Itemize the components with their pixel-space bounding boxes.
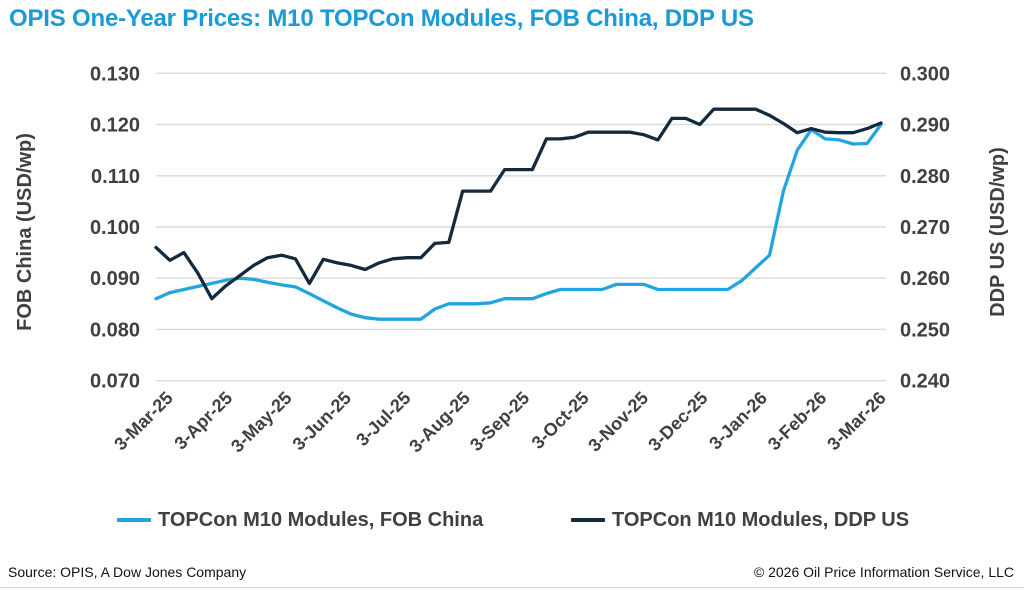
y-axis-right-tick-labels: 0.300 0.290 0.280 0.270 0.260 0.250 0.240	[900, 63, 950, 392]
svg-text:0.280: 0.280	[900, 166, 950, 188]
svg-text:3-Dec-25: 3-Dec-25	[644, 388, 711, 455]
svg-text:0.240: 0.240	[900, 371, 950, 393]
svg-text:0.290: 0.290	[900, 115, 950, 137]
bottom-divider	[0, 587, 1024, 588]
legend-item-fob-china: TOPCon M10 Modules, FOB China	[117, 506, 483, 534]
legend-label-fob-china: TOPCon M10 Modules, FOB China	[158, 508, 484, 531]
x-axis-tick-labels: 3-Mar-253-Apr-253-May-253-Jun-253-Jul-25…	[110, 388, 889, 457]
svg-text:3-Feb-26: 3-Feb-26	[764, 388, 830, 454]
legend: TOPCon M10 Modules, FOB China TOPCon M10…	[0, 506, 1024, 534]
svg-text:3-Mar-25: 3-Mar-25	[110, 388, 176, 454]
source-attribution: Source: OPIS, A Dow Jones Company	[8, 564, 247, 580]
svg-text:3-Aug-25: 3-Aug-25	[405, 388, 474, 457]
svg-text:3-Sep-25: 3-Sep-25	[466, 388, 533, 455]
svg-text:0.120: 0.120	[90, 115, 140, 137]
svg-text:3-Jul-25: 3-Jul-25	[352, 388, 414, 450]
ddp-us-line-swatch	[571, 518, 605, 522]
copyright-notice: © 2026 Oil Price Information Service, LL…	[753, 564, 1014, 580]
y-axis-left-title: FOB China (USD/wp)	[14, 133, 36, 331]
svg-text:0.260: 0.260	[900, 268, 950, 290]
svg-text:3-May-25: 3-May-25	[227, 388, 296, 457]
svg-text:3-Nov-25: 3-Nov-25	[584, 388, 652, 456]
svg-text:0.270: 0.270	[900, 217, 950, 239]
svg-text:0.100: 0.100	[90, 217, 140, 239]
legend-item-ddp-us: TOPCon M10 Modules, DDP US	[571, 506, 909, 534]
page-title: OPIS One-Year Prices: M10 TOPCon Modules…	[9, 5, 754, 32]
gridlines	[156, 72, 886, 382]
svg-text:3-Mar-26: 3-Mar-26	[823, 388, 889, 454]
svg-text:0.250: 0.250	[900, 319, 950, 341]
fob-china-line-swatch	[117, 518, 151, 522]
y-axis-right-title: DDP US (USD/wp)	[987, 147, 1009, 317]
y-axis-left-tick-labels: 0.130 0.120 0.110 0.100 0.090 0.080 0.070	[90, 63, 140, 392]
svg-text:0.080: 0.080	[90, 319, 140, 341]
svg-text:3-Jan-26: 3-Jan-26	[705, 388, 771, 454]
svg-text:3-Jun-25: 3-Jun-25	[289, 388, 355, 454]
svg-text:0.300: 0.300	[900, 63, 950, 85]
svg-text:3-Apr-25: 3-Apr-25	[170, 388, 236, 454]
svg-text:0.130: 0.130	[90, 63, 140, 85]
svg-text:0.090: 0.090	[90, 268, 140, 290]
svg-text:0.110: 0.110	[91, 166, 140, 188]
series-line-ddp-us	[154, 107, 883, 301]
svg-text:0.070: 0.070	[90, 371, 140, 393]
series-line-fob-china	[154, 122, 883, 321]
svg-text:3-Oct-25: 3-Oct-25	[528, 388, 593, 453]
legend-label-ddp-us: TOPCon M10 Modules, DDP US	[612, 508, 910, 531]
